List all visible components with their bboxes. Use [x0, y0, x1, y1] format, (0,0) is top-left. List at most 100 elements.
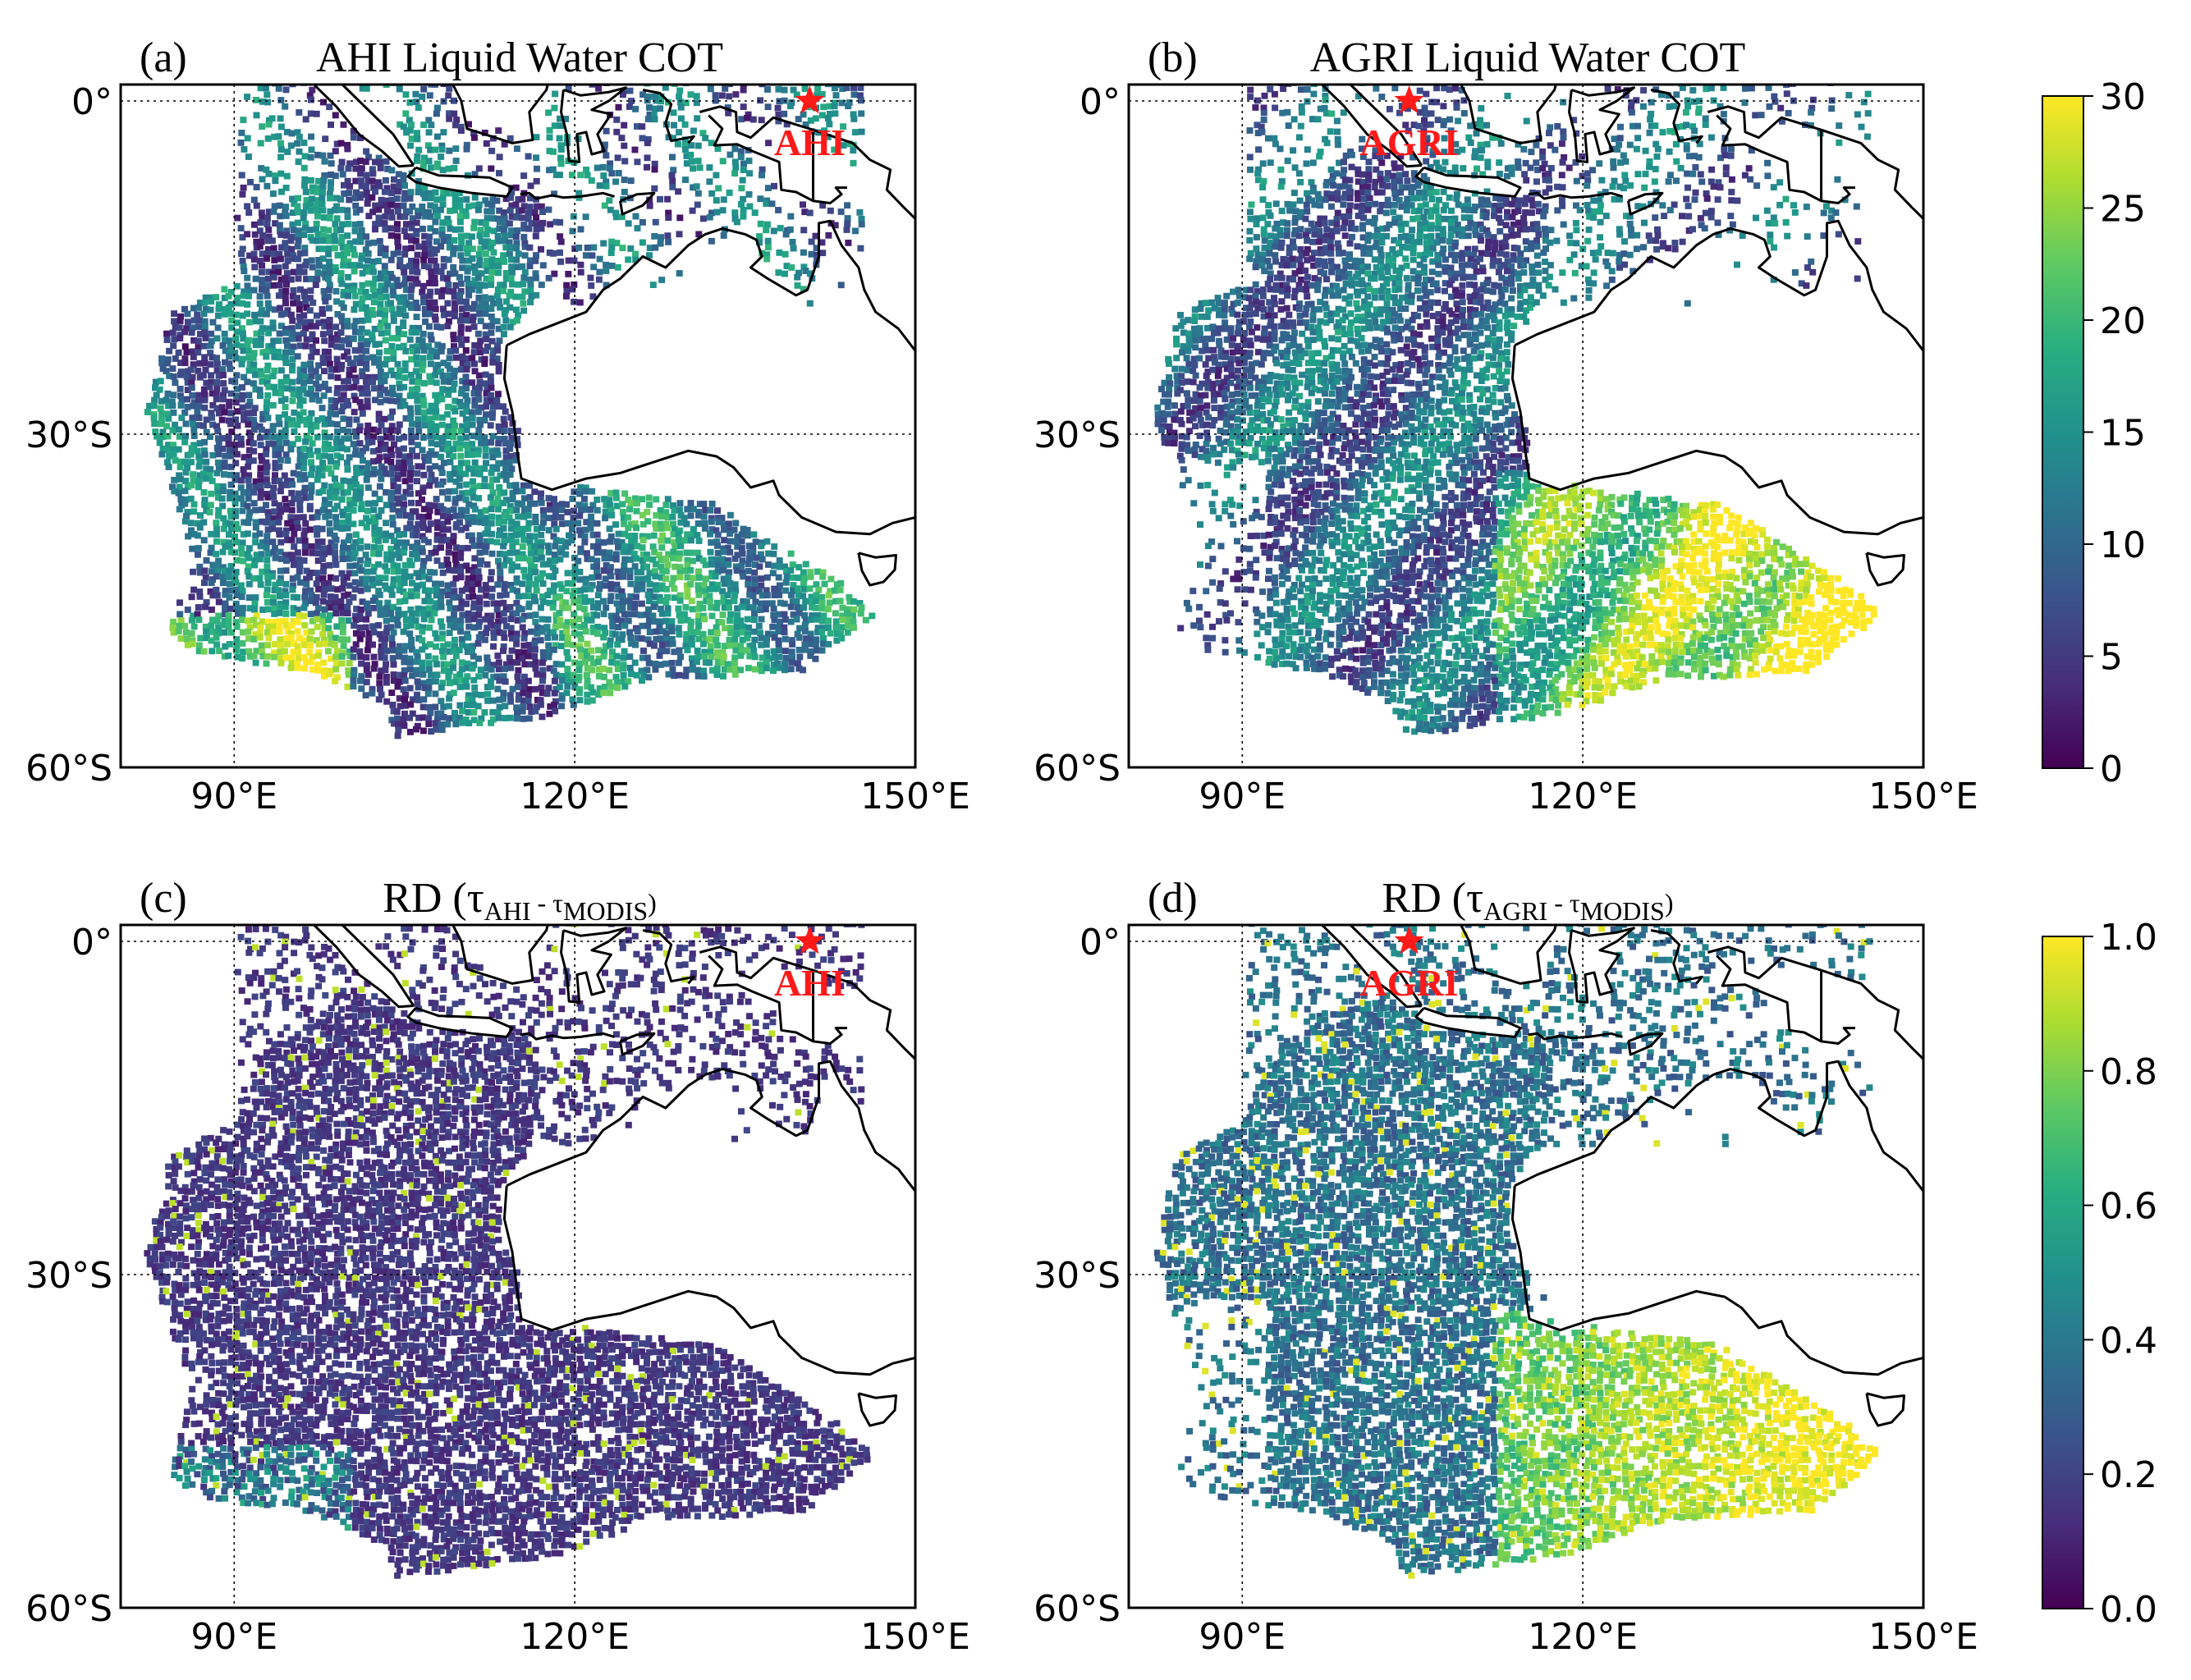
coastline-12 — [857, 552, 897, 587]
colorbar-gradient — [2042, 95, 2084, 769]
map-frame — [119, 83, 917, 769]
coastline-7 — [1528, 191, 1623, 200]
coastline-4 — [406, 166, 514, 198]
x-tick-label: 120°E — [1528, 776, 1638, 817]
panel-d: AGRI 90°E 120°E 150°E 0° 30°S 60°S (d) RD (τAGRI… — [1034, 875, 1978, 1658]
y-tick-label: 60°S — [25, 1588, 112, 1630]
coastline-9 — [642, 89, 695, 144]
panel-label: (a) — [140, 34, 187, 81]
map-area-b — [1129, 85, 1923, 767]
x-tick-label: 150°E — [1868, 1616, 1978, 1658]
colorbar-tick-label: 10 — [2100, 524, 2146, 566]
colorbar-tick-label: 1.0 — [2100, 917, 2157, 959]
colorbar-tick-label: 0.8 — [2100, 1051, 2157, 1093]
y-tick-label: 0° — [71, 922, 112, 964]
y-tick-label: 0° — [1079, 81, 1121, 123]
map-frame — [119, 923, 917, 1609]
map-area-a — [121, 85, 915, 767]
panel-label: (b) — [1148, 34, 1198, 81]
coastline-7 — [1528, 1032, 1623, 1041]
y-tick-label: 30°S — [1034, 1255, 1121, 1297]
y-tick-label: 30°S — [25, 414, 112, 456]
x-tick-label: 150°E — [860, 1616, 970, 1658]
panel-title: AGRI Liquid Water COT — [1310, 34, 1746, 81]
x-tick-label: 150°E — [1868, 776, 1978, 817]
panel-b: AGRI 90°E 120°E 150°E 0° 30°S 60°S (b) AGRI Liqu… — [1034, 34, 1978, 817]
x-tick-label: 120°E — [1528, 1616, 1638, 1658]
colorbar-tick-label: 5 — [2100, 637, 2123, 679]
satellite-star-icon — [795, 85, 825, 114]
satellite-label: AGRI — [1360, 121, 1459, 163]
colorbar-tick-label: 15 — [2100, 413, 2146, 455]
satellite-label: AGRI — [1360, 962, 1459, 1004]
coastlines-b — [1320, 85, 1923, 587]
coastline-9 — [1650, 89, 1703, 144]
gridlines-d — [1129, 925, 1923, 1608]
coastline-12 — [857, 1392, 897, 1427]
colorbar-gradient — [2042, 936, 2084, 1609]
coastline-6 — [1568, 86, 1635, 163]
coastline-9 — [1650, 929, 1703, 985]
y-tick-label: 60°S — [1034, 1588, 1121, 1630]
coastline-7 — [520, 1032, 615, 1041]
colorbar-tick-label: 20 — [2100, 300, 2146, 342]
coastline-0 — [502, 345, 915, 536]
gridlines-b — [1129, 85, 1923, 767]
coastline-6 — [560, 927, 627, 1004]
coastline-0 — [1510, 1185, 1923, 1376]
map-area-d — [1129, 925, 1923, 1608]
coastline-8 — [1627, 191, 1664, 216]
coastline-11 — [708, 114, 847, 204]
satellite-star-icon — [1394, 85, 1424, 114]
coastline-11 — [1716, 954, 1855, 1045]
colorbar-tick-label: 30 — [2100, 76, 2146, 118]
coastline-11 — [1716, 114, 1855, 204]
x-tick-label: 90°E — [1199, 776, 1286, 817]
x-tick-label: 120°E — [520, 776, 630, 817]
cloud-field-a — [144, 85, 876, 739]
coastline-3 — [1320, 85, 1422, 168]
coastline-1 — [506, 219, 915, 352]
panel-c: AHI 90°E 120°E 150°E 0° 30°S 60°S (c) RD (τAHI -… — [25, 875, 970, 1658]
coastline-0 — [1510, 345, 1923, 536]
panel-a: AHI 90°E 120°E 150°E 0° 30°S 60°S (a) AHI Liquid… — [25, 34, 970, 817]
x-tick-label: 120°E — [520, 1616, 630, 1658]
colorbar-tick-label: 0.4 — [2100, 1320, 2157, 1362]
coastline-6 — [1568, 927, 1635, 1004]
y-tick-label: 60°S — [25, 748, 112, 790]
cloud-field-b — [1154, 85, 1877, 735]
coastline-2 — [1348, 85, 1423, 167]
x-tick-label: 90°E — [1199, 1616, 1286, 1658]
colorbar-tick-label: 0.2 — [2100, 1454, 2157, 1496]
coastline-5 — [451, 85, 549, 144]
map-frame — [1127, 923, 1925, 1609]
coastline-1 — [1514, 1060, 1923, 1192]
coastline-8 — [619, 1032, 656, 1056]
y-tick-label: 60°S — [1034, 748, 1121, 790]
colorbar-tick-label: 25 — [2100, 189, 2146, 231]
x-tick-label: 90°E — [190, 1616, 277, 1658]
y-tick-label: 0° — [1079, 922, 1121, 964]
panel-title: AHI Liquid Water COT — [316, 34, 723, 81]
y-tick-label: 0° — [71, 81, 112, 123]
coastline-3 — [312, 925, 414, 1009]
coastline-5 — [1459, 925, 1557, 985]
coastline-9 — [642, 929, 695, 985]
coastline-3 — [312, 85, 414, 168]
map-area-c — [121, 925, 915, 1608]
coastline-0 — [502, 1185, 915, 1376]
coastline-8 — [1627, 1032, 1664, 1056]
panel-label: (c) — [140, 875, 187, 922]
satellite-label: AHI — [774, 962, 846, 1004]
y-tick-label: 30°S — [25, 1255, 112, 1297]
panel-label: (d) — [1148, 875, 1198, 922]
colorbar-tick-label: 0.0 — [2100, 1589, 2157, 1631]
cloud-field-c — [144, 925, 871, 1579]
coastline-4 — [1414, 1006, 1522, 1038]
coastline-12 — [1865, 1392, 1905, 1427]
coastline-6 — [560, 86, 627, 163]
coastlines-a — [312, 85, 915, 587]
satellite-star-icon — [795, 926, 825, 954]
